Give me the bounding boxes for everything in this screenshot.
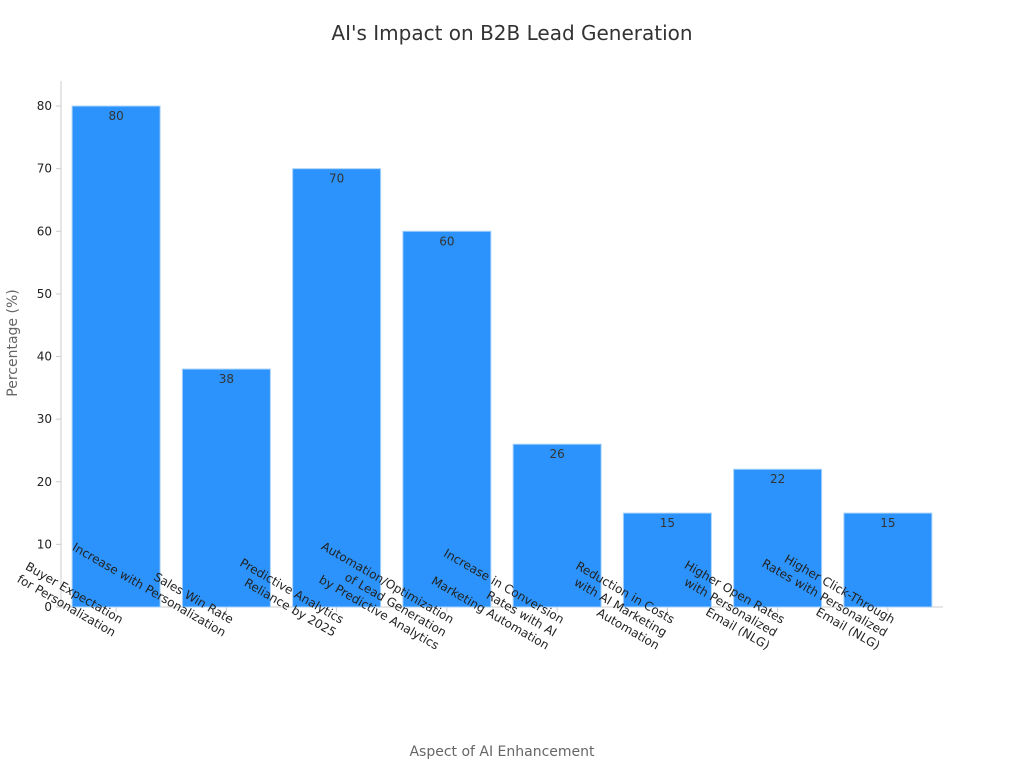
- bar-value-label: 26: [549, 447, 564, 461]
- bar: [402, 230, 492, 608]
- y-tick-label: 40: [37, 350, 52, 364]
- bar-value-label: 80: [108, 109, 123, 123]
- bar: [71, 105, 161, 608]
- bar: [733, 468, 823, 608]
- y-tick-label: 80: [37, 99, 52, 113]
- bar-value-label: 60: [439, 234, 454, 248]
- bar: [622, 512, 712, 608]
- y-tick-label: 60: [37, 224, 52, 238]
- bar: [292, 168, 382, 608]
- y-tick-labels: 0 10 20 30 40 50 60 70 80: [37, 99, 61, 614]
- y-tick-label: 0: [44, 600, 52, 614]
- bar-value-label: 15: [880, 516, 895, 530]
- bar-value-label: 70: [329, 172, 344, 186]
- data-labels: 80 38 70 60 26 15 22 15: [108, 109, 895, 530]
- bar: [843, 512, 933, 608]
- y-tick-label: 50: [37, 287, 52, 301]
- bars: [71, 105, 933, 608]
- bar-value-label: 15: [660, 516, 675, 530]
- chart-title: AI's Impact on B2B Lead Generation: [331, 21, 692, 45]
- y-tick-label: 70: [37, 162, 52, 176]
- bar-value-label: 22: [770, 472, 785, 486]
- x-axis-label: Aspect of AI Enhancement: [409, 744, 595, 760]
- y-axis-label: Percentage (%): [5, 289, 21, 396]
- bar-value-label: 38: [219, 372, 234, 386]
- y-tick-label: 30: [37, 412, 52, 426]
- y-tick-label: 10: [37, 537, 52, 551]
- y-tick-label: 20: [37, 475, 52, 489]
- bar: [181, 368, 271, 608]
- bar: [512, 443, 602, 608]
